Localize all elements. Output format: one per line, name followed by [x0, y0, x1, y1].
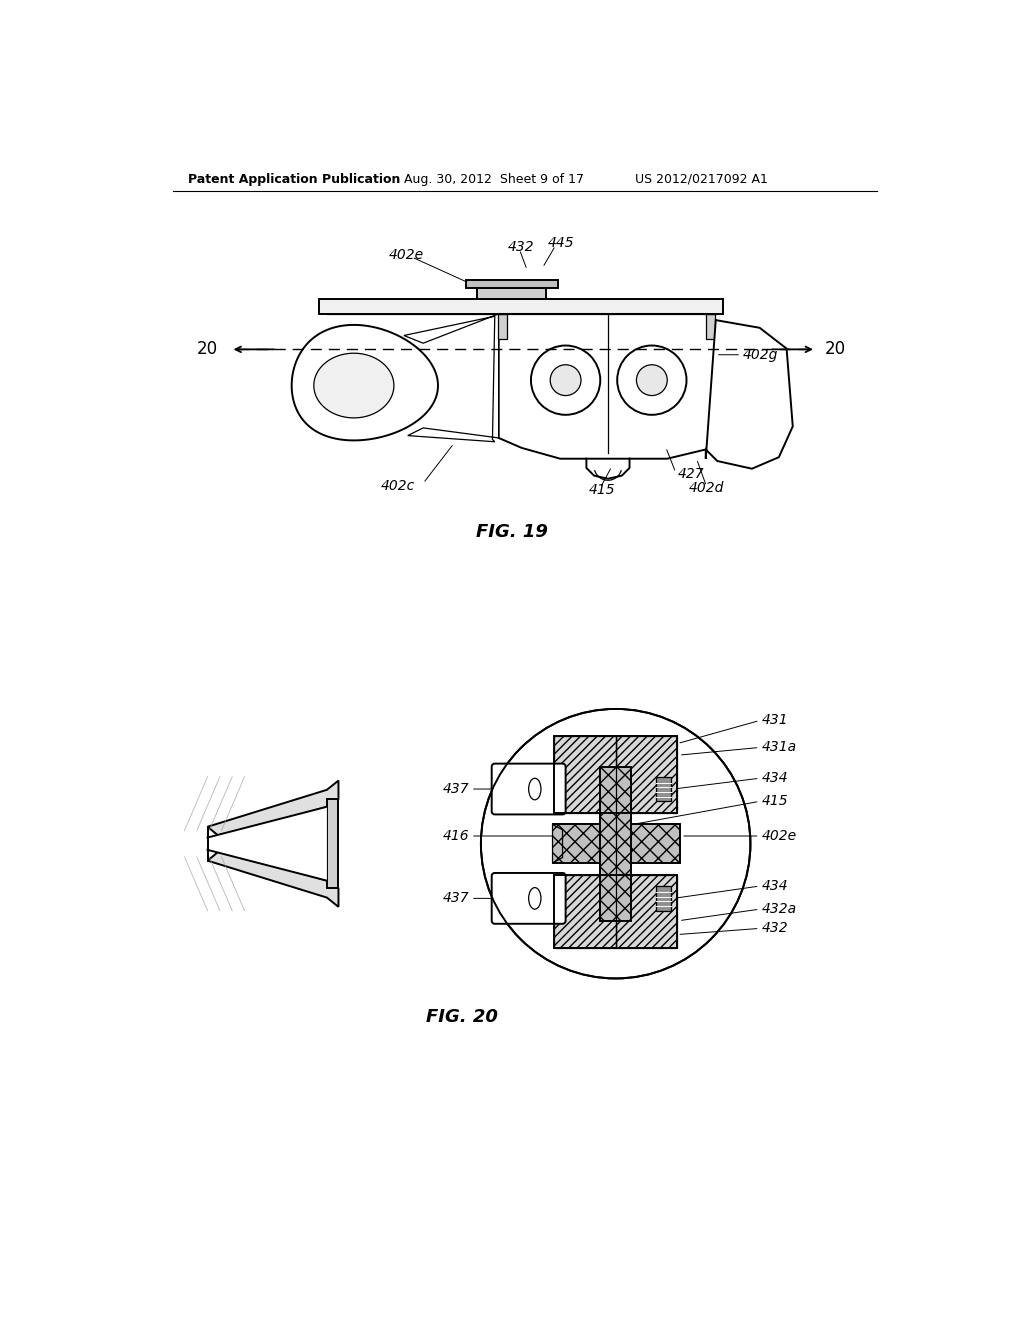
Bar — [553, 825, 680, 863]
Polygon shape — [499, 314, 716, 459]
Text: Patent Application Publication: Patent Application Publication — [188, 173, 400, 186]
Bar — [554, 875, 677, 948]
FancyBboxPatch shape — [492, 763, 565, 814]
Polygon shape — [292, 325, 438, 441]
Bar — [498, 314, 507, 339]
Polygon shape — [208, 780, 339, 838]
Text: 434: 434 — [762, 771, 788, 785]
Text: 427: 427 — [677, 467, 703, 480]
Bar — [554, 737, 677, 813]
Polygon shape — [313, 354, 394, 418]
Text: 432: 432 — [508, 240, 535, 253]
Polygon shape — [554, 875, 615, 948]
Text: 437: 437 — [442, 891, 469, 906]
Text: 432a: 432a — [762, 902, 797, 916]
Circle shape — [550, 364, 581, 396]
Text: 402e: 402e — [762, 829, 797, 843]
Bar — [327, 799, 339, 888]
Circle shape — [637, 364, 668, 396]
Text: 434: 434 — [762, 879, 788, 894]
Ellipse shape — [528, 779, 541, 800]
Text: FIG. 19: FIG. 19 — [476, 523, 548, 541]
Polygon shape — [615, 737, 677, 813]
Bar — [655, 886, 671, 911]
Text: 431: 431 — [762, 714, 788, 727]
Text: 415: 415 — [589, 483, 615, 496]
Ellipse shape — [528, 887, 541, 909]
Bar — [466, 280, 558, 288]
Circle shape — [617, 346, 686, 414]
Text: 402e: 402e — [388, 248, 424, 261]
Polygon shape — [553, 825, 562, 863]
Bar — [319, 298, 724, 314]
Text: US 2012/0217092 A1: US 2012/0217092 A1 — [635, 173, 768, 186]
FancyBboxPatch shape — [492, 873, 565, 924]
Bar — [706, 314, 715, 339]
Bar — [600, 767, 631, 921]
Bar — [655, 776, 671, 801]
Bar — [477, 288, 547, 298]
Text: 431a: 431a — [762, 741, 797, 755]
Text: 20: 20 — [824, 341, 846, 358]
Text: 402c: 402c — [381, 479, 415, 492]
Circle shape — [481, 709, 751, 978]
Text: 437: 437 — [442, 781, 469, 796]
Polygon shape — [403, 314, 499, 442]
Text: 415: 415 — [762, 795, 788, 808]
Text: 416: 416 — [442, 829, 469, 843]
Text: 445: 445 — [548, 236, 574, 249]
Text: Aug. 30, 2012  Sheet 9 of 17: Aug. 30, 2012 Sheet 9 of 17 — [403, 173, 584, 186]
Text: 402d: 402d — [689, 480, 724, 495]
Polygon shape — [554, 737, 615, 813]
Text: 20: 20 — [197, 341, 218, 358]
Text: FIG. 20: FIG. 20 — [426, 1008, 498, 1026]
Polygon shape — [706, 321, 793, 469]
Polygon shape — [208, 807, 327, 880]
Text: 432: 432 — [762, 921, 788, 936]
Polygon shape — [615, 875, 677, 948]
Polygon shape — [208, 850, 339, 907]
Text: 402g: 402g — [742, 347, 778, 362]
Circle shape — [531, 346, 600, 414]
